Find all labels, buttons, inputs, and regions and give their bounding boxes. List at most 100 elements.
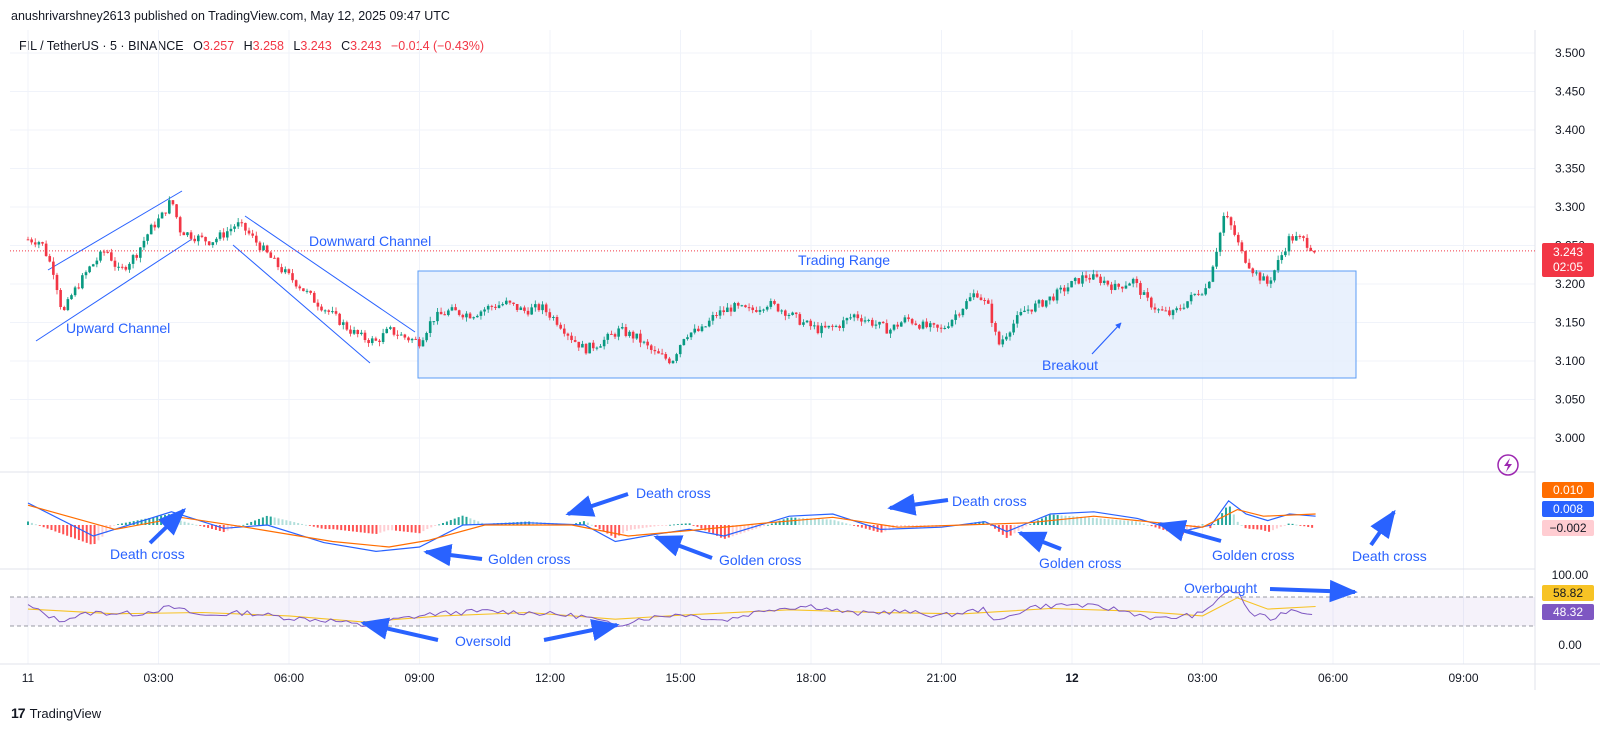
macd-hist-bar <box>1256 525 1259 530</box>
candle <box>124 265 128 272</box>
macd-hist-bar <box>1311 525 1314 528</box>
candle <box>1157 308 1160 314</box>
macd-hist-bar <box>273 517 276 525</box>
candle <box>331 306 334 314</box>
macd-hist-bar <box>457 517 460 525</box>
candle <box>389 325 392 331</box>
candle <box>128 262 131 273</box>
candles[interactable] <box>26 196 1316 365</box>
candle <box>639 329 642 348</box>
time-tick-label: 15:00 <box>665 671 695 685</box>
macd-hist-bar <box>1138 522 1141 525</box>
candle <box>747 303 751 312</box>
macd-hist-bar <box>1213 524 1216 526</box>
candle <box>1041 299 1044 308</box>
candle <box>102 249 106 256</box>
candle <box>899 321 903 327</box>
flash-icon[interactable] <box>1497 454 1519 476</box>
candle <box>91 263 95 267</box>
macd-hist-bar <box>1271 525 1274 531</box>
candle <box>1146 287 1149 302</box>
candle <box>1128 282 1131 286</box>
price-tick-label: 3.300 <box>1555 200 1585 214</box>
macd-hist-bar <box>367 525 370 534</box>
macd-hist-bar <box>696 525 699 527</box>
candle <box>1015 311 1019 328</box>
candle <box>537 302 541 312</box>
candle <box>559 322 562 330</box>
macd-hist-bar <box>778 520 781 525</box>
macd-hist-bar <box>453 518 456 525</box>
candle <box>1153 303 1157 313</box>
macd-hist-bar <box>633 525 636 530</box>
downward-channel[interactable] <box>232 215 416 364</box>
trading-range-label: Trading Range <box>798 252 890 268</box>
candle <box>972 289 976 300</box>
macd-hist-bar <box>704 525 707 531</box>
macd-hist-bar <box>265 515 268 525</box>
candle <box>1063 284 1066 296</box>
time-axis[interactable]: 11 03:00 06:00 09:00 12:00 15:00 18:00 21:00 12 0… <box>22 671 1479 685</box>
candle <box>476 314 479 318</box>
candle <box>396 330 399 340</box>
symbol-legend[interactable]: FIL / TetherUS · 5 · BINANCE O3.257 H3.2… <box>19 39 484 53</box>
macd-hist-bar <box>1291 523 1294 525</box>
macd-hist-bar <box>97 525 100 541</box>
published-line: anushrivarshney2613 published on Trading… <box>11 9 450 23</box>
candle <box>827 325 831 329</box>
candle <box>1131 277 1135 288</box>
macd-hist-bar <box>735 525 738 535</box>
macd-hist-bar <box>1048 514 1051 525</box>
candle <box>936 324 939 332</box>
annotation-arrows <box>148 492 1396 642</box>
candle <box>457 309 461 317</box>
macd-hist-bar <box>120 523 123 525</box>
macd-hist-bar <box>144 518 147 525</box>
candle <box>443 311 447 316</box>
macd-hist-bar <box>833 520 836 525</box>
candle <box>852 313 856 322</box>
candle <box>73 285 77 297</box>
macd-hist-bar <box>128 521 131 525</box>
upward-channel[interactable] <box>35 190 193 342</box>
candle <box>157 214 160 229</box>
macd-hist-bar <box>1287 523 1290 525</box>
candle <box>352 326 356 335</box>
footer-brand[interactable]: 17 TradingView <box>11 705 101 721</box>
macd-hist-bar <box>821 519 824 525</box>
candle <box>262 242 265 251</box>
candle <box>646 339 649 350</box>
candle <box>628 330 631 338</box>
macd-hist-bar <box>1025 525 1028 527</box>
candle <box>374 336 378 342</box>
macd-hist-bar <box>1264 525 1267 531</box>
candle <box>649 344 653 354</box>
macd-hist-bar <box>700 525 703 529</box>
candle <box>200 232 204 239</box>
macd-hist-bar <box>864 525 867 529</box>
time-tick-label: 18:00 <box>796 671 826 685</box>
candle <box>1298 234 1302 240</box>
candle <box>421 337 425 347</box>
candle <box>428 316 432 338</box>
macd-hist-bar <box>1064 515 1067 525</box>
macd-hist-bar <box>719 525 722 538</box>
macd-hist-bar <box>434 525 437 526</box>
candle <box>718 306 722 319</box>
candle <box>81 273 84 290</box>
macd-hist-bar <box>473 519 476 525</box>
price-tick-label: 3.350 <box>1555 162 1585 176</box>
macd-hist-bar <box>1021 525 1024 529</box>
candle <box>914 320 918 326</box>
macd-hist-bar <box>625 525 628 531</box>
candle <box>1287 233 1291 256</box>
candle <box>486 304 490 313</box>
candle <box>403 333 407 340</box>
candle <box>1182 303 1186 310</box>
candle <box>1037 299 1041 308</box>
candle <box>1106 280 1110 287</box>
candle <box>581 340 584 348</box>
macd-hist-bar <box>849 524 852 526</box>
macd-hist-bar <box>254 520 257 525</box>
